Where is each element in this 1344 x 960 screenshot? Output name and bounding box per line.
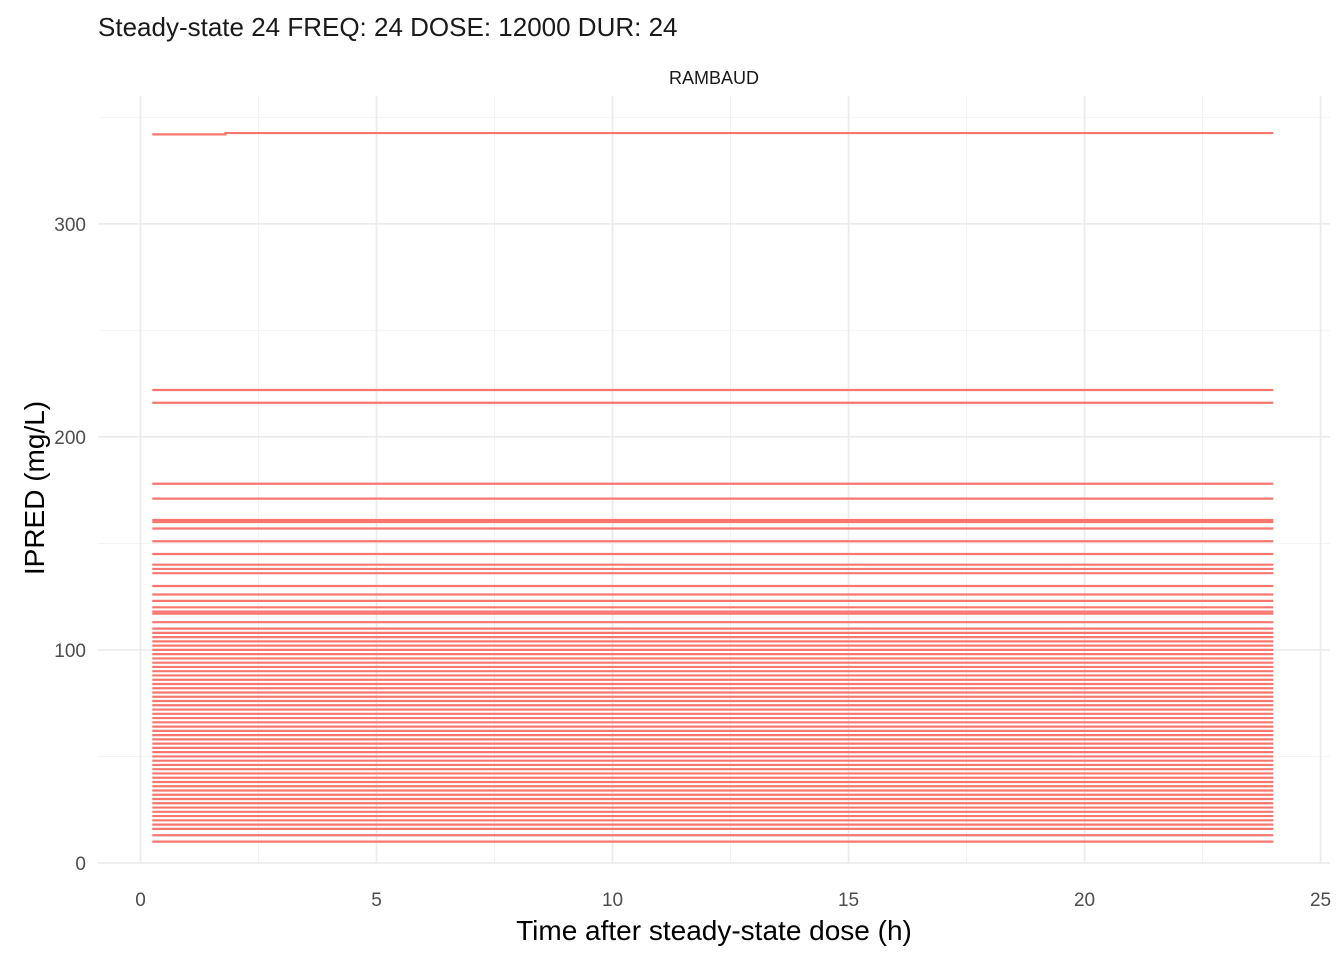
- x-tick-label: 25: [1310, 890, 1331, 911]
- series-lines: [152, 131, 1274, 843]
- y-tick-label: 0: [75, 854, 86, 875]
- y-axis-ticks: 0 100 200 300: [54, 215, 86, 875]
- y-axis-title: IPRED (mg/L): [19, 401, 50, 575]
- chart-title: Steady-state 24 FREQ: 24 DOSE: 12000 DUR…: [98, 12, 678, 42]
- panel-strip-label: RAMBAUD: [669, 68, 759, 88]
- x-tick-label: 15: [838, 890, 859, 911]
- x-tick-label: 20: [1074, 890, 1095, 911]
- x-tick-label: 0: [135, 890, 146, 911]
- y-tick-label: 300: [54, 215, 86, 236]
- y-tick-label: 100: [54, 641, 86, 662]
- x-axis-ticks: 0 5 10 15 20 25: [135, 890, 1331, 911]
- x-tick-label: 5: [371, 890, 382, 911]
- y-tick-label: 200: [54, 428, 86, 449]
- series-line: [152, 131, 1274, 136]
- x-tick-label: 10: [602, 890, 623, 911]
- x-axis-title: Time after steady-state dose (h): [516, 915, 912, 946]
